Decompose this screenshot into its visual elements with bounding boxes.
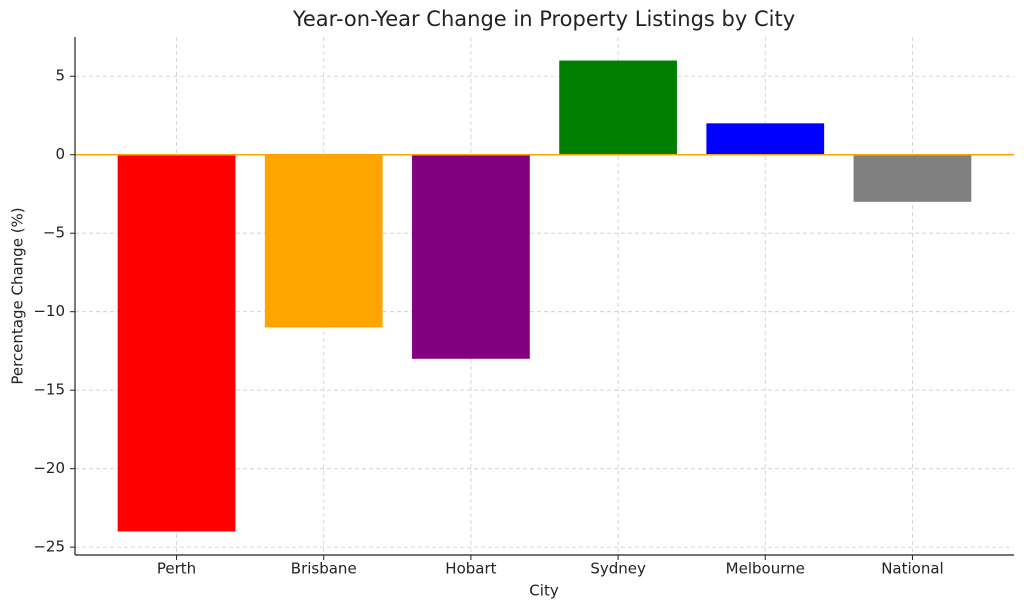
x-tick-label: Sydney [590,560,646,578]
x-tick-label: National [881,560,944,578]
y-tick-label: −10 [33,302,65,320]
bar [853,154,972,202]
y-tick-label: −5 [43,224,65,242]
y-tick-label: −15 [33,381,65,399]
y-tick-label: −25 [33,538,65,556]
x-axis-label: City [529,582,559,600]
y-tick-label: 0 [55,145,65,163]
bar [264,154,383,328]
bar [706,123,825,155]
bar [117,154,236,532]
x-tick-label: Melbourne [726,560,805,578]
bar [559,60,677,155]
x-tick-label: Brisbane [291,560,357,578]
bar [412,154,530,359]
y-tick-label: −20 [33,459,65,477]
chart-title: Year-on-Year Change in Property Listings… [292,7,795,31]
x-tick-label: Perth [157,560,196,578]
y-axis-label: Percentage Change (%) [9,207,27,384]
x-tick-label: Hobart [445,560,496,578]
y-tick-label: 5 [55,67,65,85]
